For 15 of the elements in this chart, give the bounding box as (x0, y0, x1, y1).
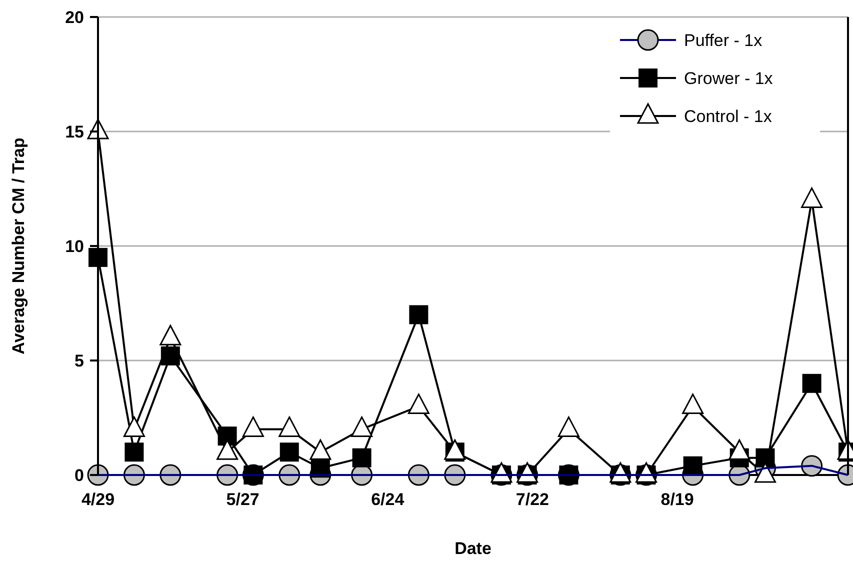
y-tick-label: 20 (65, 8, 84, 27)
legend-label: Puffer - 1x (684, 30, 763, 50)
y-tick-label: 0 (74, 466, 84, 485)
x-tick-label: 4/29 (81, 490, 115, 509)
x-tick-label: 7/22 (516, 490, 550, 509)
x-tick-label: 6/24 (371, 490, 405, 509)
y-tick-label: 5 (74, 351, 84, 370)
y-tick-label: 15 (65, 122, 84, 142)
x-tick-label: 8/19 (660, 490, 694, 509)
legend-label: Grower - 1x (684, 68, 774, 88)
y-tick-label: 10 (65, 236, 84, 256)
legend-label: Control - 1x (684, 106, 772, 126)
x-tick-label: 5/27 (226, 490, 260, 509)
y-axis-title: Average Number CM / Trap (9, 138, 28, 354)
x-axis-title: Date (454, 539, 492, 558)
